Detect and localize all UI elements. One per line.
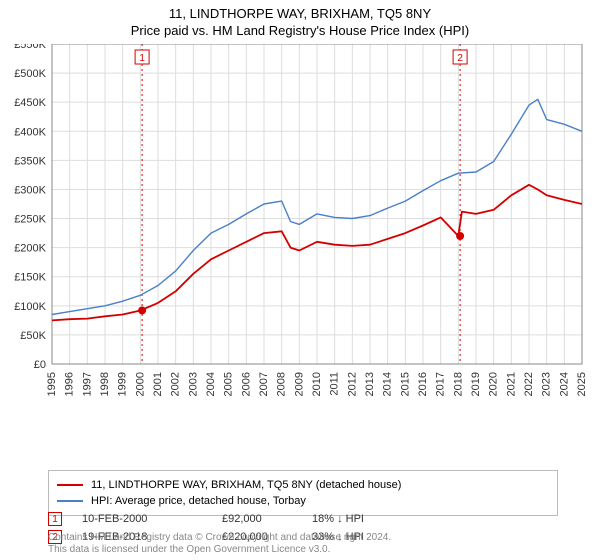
svg-text:1997: 1997 (81, 372, 93, 396)
svg-text:2003: 2003 (187, 372, 199, 396)
footer: Contains HM Land Registry data © Crown c… (48, 532, 391, 556)
event-marker-icon: 1 (48, 512, 62, 526)
event-row: 1 10-FEB-2000 £92,000 18% ↓ HPI (48, 512, 432, 526)
legend-item: 11, LINDTHORPE WAY, BRIXHAM, TQ5 8NY (de… (57, 477, 549, 493)
svg-text:2014: 2014 (382, 372, 394, 396)
svg-text:2011: 2011 (329, 372, 341, 396)
svg-text:1995: 1995 (46, 372, 58, 396)
svg-text:2023: 2023 (541, 372, 553, 396)
svg-text:2002: 2002 (170, 372, 182, 396)
svg-text:£550K: £550K (14, 44, 46, 51)
legend-label: 11, LINDTHORPE WAY, BRIXHAM, TQ5 8NY (de… (91, 479, 401, 491)
svg-text:£450K: £450K (14, 97, 46, 109)
svg-text:£50K: £50K (20, 330, 46, 342)
chart-header: 11, LINDTHORPE WAY, BRIXHAM, TQ5 8NY Pri… (0, 0, 600, 38)
svg-text:2015: 2015 (399, 372, 411, 396)
svg-text:2018: 2018 (452, 372, 464, 396)
svg-text:2025: 2025 (576, 372, 588, 396)
svg-text:2007: 2007 (258, 372, 270, 396)
svg-text:2009: 2009 (293, 372, 305, 396)
event-price: £92,000 (222, 513, 312, 525)
legend-swatch (57, 500, 83, 502)
legend-label: HPI: Average price, detached house, Torb… (91, 495, 306, 507)
chart-subtitle: Price paid vs. HM Land Registry's House … (0, 23, 600, 38)
svg-text:2012: 2012 (346, 372, 358, 396)
footer-line: Contains HM Land Registry data © Crown c… (48, 532, 391, 544)
svg-text:2024: 2024 (558, 372, 570, 396)
svg-text:2008: 2008 (276, 372, 288, 396)
svg-text:2001: 2001 (152, 372, 164, 396)
svg-text:2000: 2000 (134, 372, 146, 396)
svg-text:1: 1 (139, 53, 145, 64)
svg-text:2022: 2022 (523, 372, 535, 396)
svg-text:£150K: £150K (14, 272, 46, 284)
svg-text:2005: 2005 (223, 372, 235, 396)
chart-svg: £0 £50K £100K £150K £200K £250K £300K £350K £400… (0, 44, 600, 412)
svg-text:£100K: £100K (14, 301, 46, 313)
svg-text:2004: 2004 (205, 372, 217, 396)
svg-text:1999: 1999 (117, 372, 129, 396)
svg-text:£500K: £500K (14, 68, 46, 80)
chart-title: 11, LINDTHORPE WAY, BRIXHAM, TQ5 8NY (0, 6, 600, 21)
event-date: 10-FEB-2000 (82, 513, 222, 525)
svg-text:2017: 2017 (435, 372, 447, 396)
svg-text:£300K: £300K (14, 184, 46, 196)
svg-text:£400K: £400K (14, 126, 46, 138)
price-chart: £0 £50K £100K £150K £200K £250K £300K £350K £400… (0, 44, 600, 412)
svg-text:2: 2 (457, 53, 463, 64)
svg-text:1996: 1996 (64, 372, 76, 396)
svg-text:2013: 2013 (364, 372, 376, 396)
event-delta: 18% ↓ HPI (312, 513, 432, 525)
svg-text:2021: 2021 (505, 372, 517, 396)
svg-text:2019: 2019 (470, 372, 482, 396)
svg-text:£350K: £350K (14, 155, 46, 167)
svg-text:2006: 2006 (240, 372, 252, 396)
footer-line: This data is licensed under the Open Gov… (48, 544, 391, 556)
svg-text:2020: 2020 (488, 372, 500, 396)
svg-text:£0: £0 (34, 359, 46, 371)
svg-text:2010: 2010 (311, 372, 323, 396)
svg-text:2016: 2016 (417, 372, 429, 396)
legend-item: HPI: Average price, detached house, Torb… (57, 493, 549, 509)
legend-swatch (57, 484, 83, 486)
svg-text:£200K: £200K (14, 243, 46, 255)
svg-text:£250K: £250K (14, 214, 46, 226)
svg-text:1998: 1998 (99, 372, 111, 396)
